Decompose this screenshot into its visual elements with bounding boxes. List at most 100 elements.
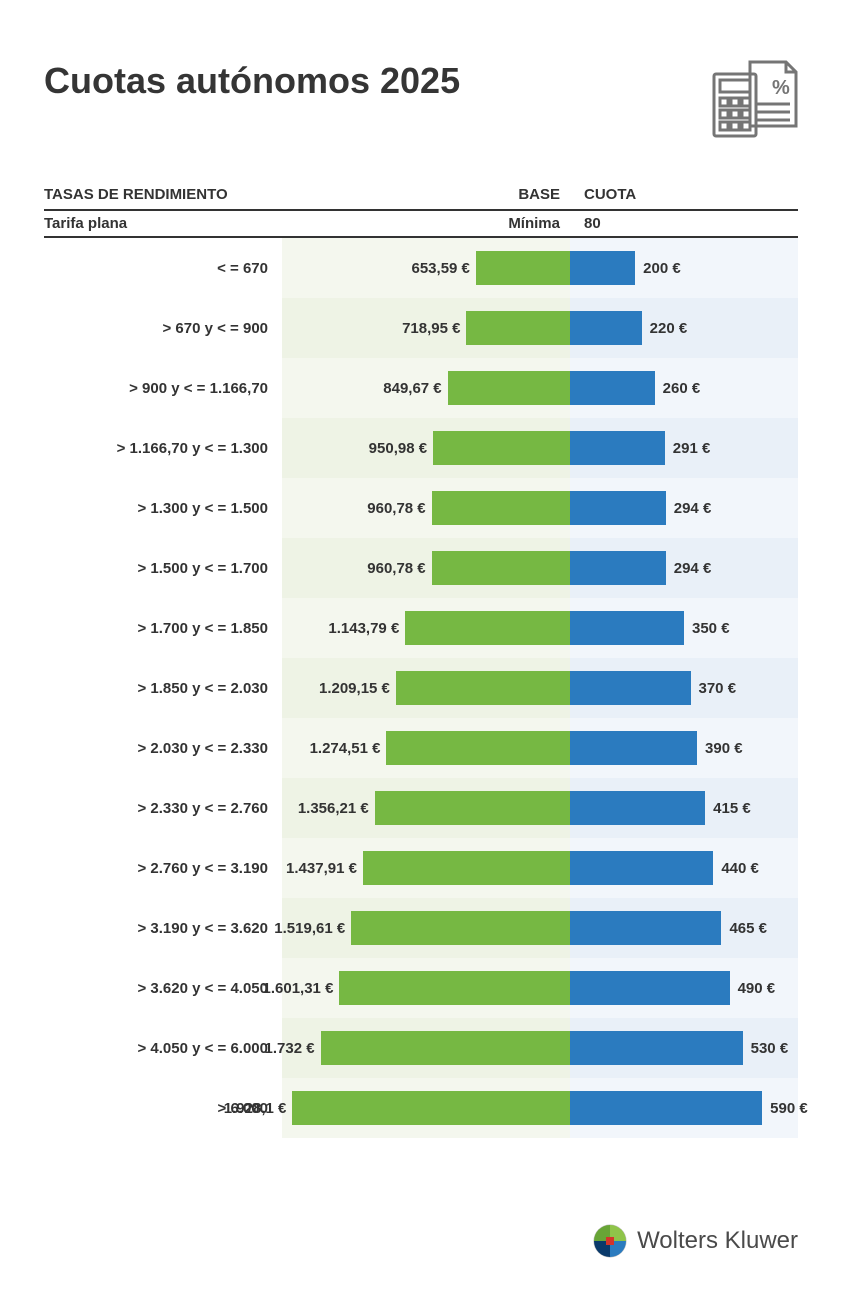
- col-header-rate: TASAS DE RENDIMIENTO: [44, 186, 282, 203]
- base-cell: 1.274,51 €: [282, 718, 570, 778]
- rate-label: < = 670: [44, 238, 282, 298]
- base-value-label: 1.601,31 €: [263, 958, 334, 1018]
- base-cell: 718,95 €: [282, 298, 570, 358]
- base-bar: [321, 1031, 570, 1065]
- cuota-cell: 220 €: [570, 298, 798, 358]
- cuota-bar: [570, 431, 665, 465]
- cuota-value-label: 260 €: [663, 358, 701, 418]
- table-row: < = 670 653,59 € 200 €: [44, 238, 798, 298]
- cuota-value-label: 200 €: [643, 238, 681, 298]
- base-bar: [396, 671, 570, 705]
- cuota-bar: [570, 971, 730, 1005]
- table-row: > 1.700 y < = 1.850 1.143,79 € 350 €: [44, 598, 798, 658]
- cuota-bar: [570, 911, 721, 945]
- base-bar: [405, 611, 570, 645]
- base-cell: 1.928,1 €: [282, 1078, 570, 1138]
- col-sub-base: Mínima: [282, 215, 570, 232]
- cuota-bar: [570, 551, 666, 585]
- wolters-kluwer-logo-icon: [593, 1224, 627, 1258]
- table-row: > 900 y < = 1.166,70849,67 €260 €: [44, 358, 798, 418]
- base-cell: 1.519,61 €: [282, 898, 570, 958]
- rate-label: > 1.500 y < = 1.700: [44, 538, 282, 598]
- cuota-bar: [570, 371, 655, 405]
- cuota-cell: 390 €: [570, 718, 798, 778]
- cuota-value-label: 291 €: [673, 418, 711, 478]
- cuota-bar: [570, 671, 691, 705]
- cuota-value-label: 390 €: [705, 718, 743, 778]
- base-value-label: 1.209,15 €: [319, 658, 390, 718]
- base-value-label: 653,59 €: [412, 238, 470, 298]
- base-cell: 653,59 €: [282, 238, 570, 298]
- base-cell: 960,78 €: [282, 538, 570, 598]
- cuota-value-label: 530 €: [751, 1018, 789, 1078]
- col-header-base: BASE: [282, 186, 570, 203]
- cuota-bar: [570, 1031, 743, 1065]
- base-bar: [476, 251, 570, 285]
- rate-label: > 2.030 y < = 2.330: [44, 718, 282, 778]
- base-cell: 849,67 €: [282, 358, 570, 418]
- base-bar: [363, 851, 570, 885]
- table-header-row: TASAS DE RENDIMIENTO BASE CUOTA: [44, 186, 798, 211]
- base-bar: [351, 911, 570, 945]
- table-row: > 1.166,70 y < = 1.300 950,98 € 291 €: [44, 418, 798, 478]
- cuota-cell: 294 €: [570, 478, 798, 538]
- table-row: > 2.030 y < = 2.330 1.274,51 € 390 €: [44, 718, 798, 778]
- base-cell: 1.601,31 €: [282, 958, 570, 1018]
- table-row: > 6.0001.928,1 €590 €: [44, 1078, 798, 1138]
- cuota-bar: [570, 251, 635, 285]
- base-value-label: 1.274,51 €: [310, 718, 381, 778]
- cuota-cell: 490 €: [570, 958, 798, 1018]
- rate-label: > 2.760 y < = 3.190: [44, 838, 282, 898]
- table-row: > 2.330 y < = 2.7601.356,21 € 415 €: [44, 778, 798, 838]
- rate-label: > 1.850 y < = 2.030: [44, 658, 282, 718]
- base-value-label: 1.732 €: [265, 1018, 315, 1078]
- base-cell: 1.143,79 €: [282, 598, 570, 658]
- rate-label: > 1.300 y < = 1.500: [44, 478, 282, 538]
- cuota-cell: 350 €: [570, 598, 798, 658]
- base-value-label: 1.437,91 €: [286, 838, 357, 898]
- cuota-cell: 530 €: [570, 1018, 798, 1078]
- cuota-value-label: 294 €: [674, 538, 712, 598]
- cuota-cell: 260 €: [570, 358, 798, 418]
- rate-label: > 3.620 y < = 4.050: [44, 958, 282, 1018]
- cuota-cell: 291 €: [570, 418, 798, 478]
- svg-text:%: %: [772, 77, 790, 99]
- cuota-cell: 200 €: [570, 238, 798, 298]
- table-row: > 1.300 y < = 1.500960,78 €294 €: [44, 478, 798, 538]
- cuota-bar: [570, 491, 666, 525]
- cuota-cell: 370 €: [570, 658, 798, 718]
- cuota-value-label: 440 €: [721, 838, 759, 898]
- base-cell: 960,78 €: [282, 478, 570, 538]
- base-value-label: 950,98 €: [369, 418, 427, 478]
- cuota-bar: [570, 311, 642, 345]
- rate-label: > 670 y < = 900: [44, 298, 282, 358]
- base-value-label: 849,67 €: [383, 358, 441, 418]
- base-value-label: 1.519,61 €: [274, 898, 345, 958]
- rate-label: > 2.330 y < = 2.760: [44, 778, 282, 838]
- rate-label: > 1.700 y < = 1.850: [44, 598, 282, 658]
- base-value-label: 960,78 €: [367, 538, 425, 598]
- cuota-value-label: 415 €: [713, 778, 751, 838]
- base-value-label: 1.143,79 €: [328, 598, 399, 658]
- base-bar: [432, 551, 570, 585]
- base-bar: [375, 791, 570, 825]
- page-title: Cuotas autónomos 2025: [44, 60, 460, 102]
- cuota-value-label: 350 €: [692, 598, 730, 658]
- cuota-value-label: 370 €: [699, 658, 737, 718]
- col-header-cuota: CUOTA: [570, 186, 798, 203]
- base-bar: [432, 491, 570, 525]
- rate-label: > 1.166,70 y < = 1.300: [44, 418, 282, 478]
- cuota-cell: 440 €: [570, 838, 798, 898]
- cuota-cell: 415 €: [570, 778, 798, 838]
- table-subheader-row: Tarifa plana Mínima 80: [44, 211, 798, 238]
- cuota-bar: [570, 791, 705, 825]
- table-row: > 4.050 y < = 6.0001.732 € 530 €: [44, 1018, 798, 1078]
- base-bar: [433, 431, 570, 465]
- base-cell: 950,98 €: [282, 418, 570, 478]
- cuota-value-label: 465 €: [729, 898, 767, 958]
- cuota-value-label: 220 €: [650, 298, 688, 358]
- base-bar: [386, 731, 570, 765]
- base-cell: 1.209,15 €: [282, 658, 570, 718]
- base-cell: 1.356,21 €: [282, 778, 570, 838]
- rate-label: > 4.050 y < = 6.000: [44, 1018, 282, 1078]
